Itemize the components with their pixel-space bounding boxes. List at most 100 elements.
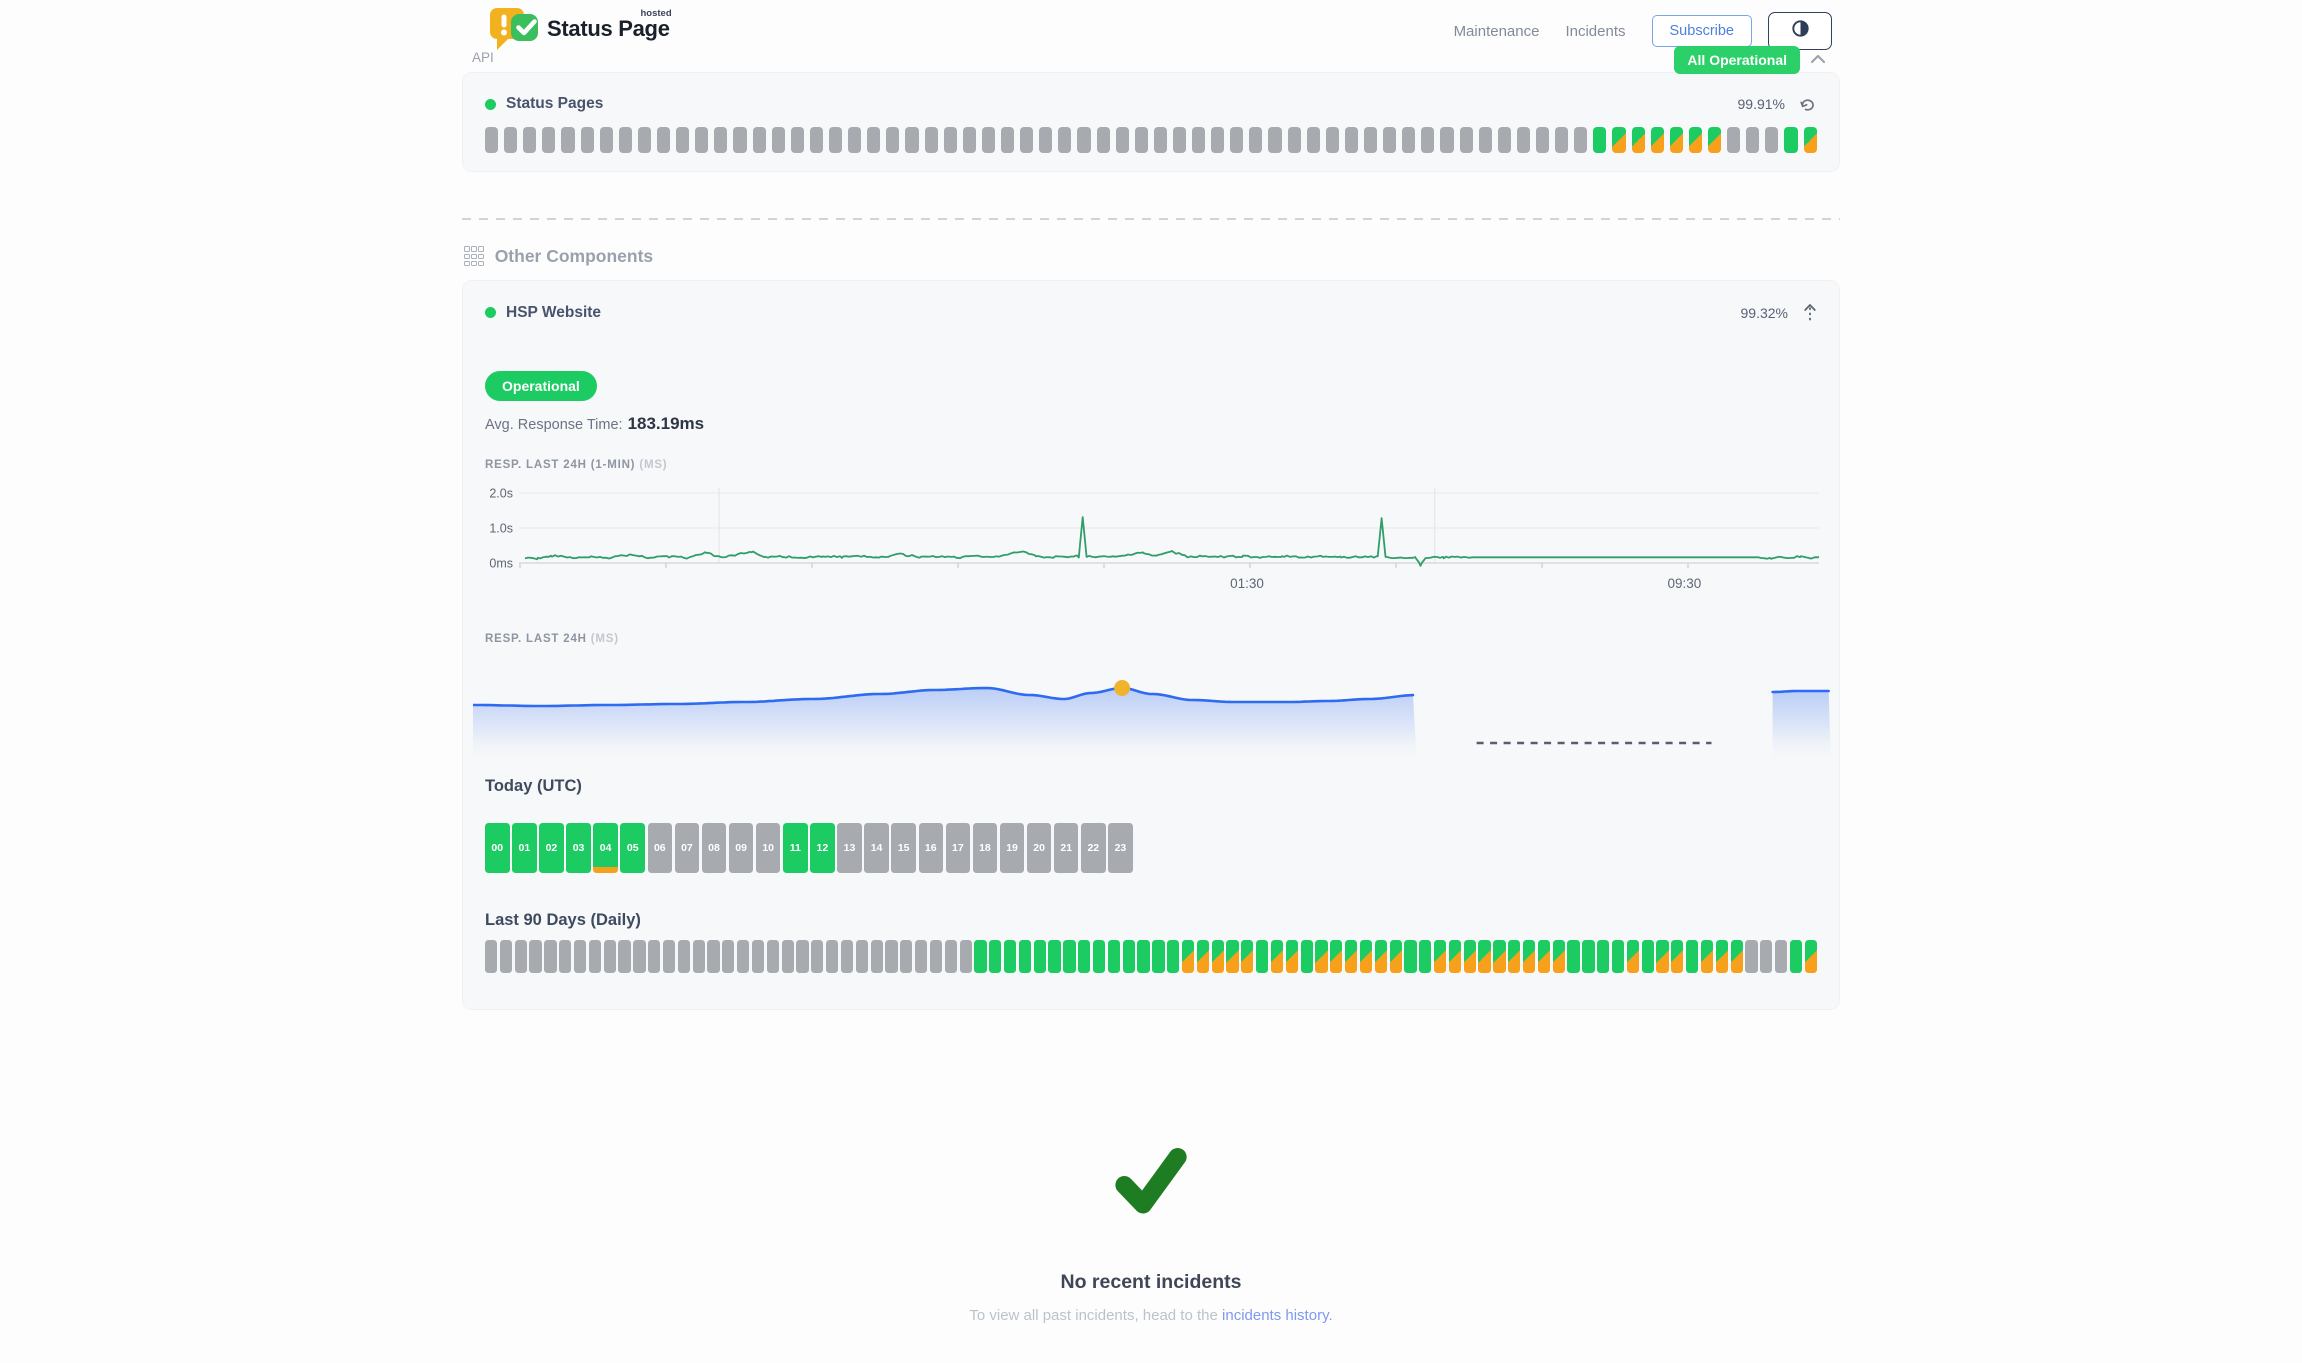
hour-box[interactable]: 14: [864, 822, 889, 873]
day-uptime-bar[interactable]: [559, 939, 572, 973]
day-uptime-bar[interactable]: [1033, 939, 1046, 973]
uptime-bar[interactable]: [1000, 127, 1015, 153]
subscribe-button[interactable]: Subscribe: [1651, 15, 1752, 47]
day-uptime-bar[interactable]: [1003, 939, 1017, 973]
day-uptime-bar[interactable]: [1374, 939, 1387, 973]
uptime-bar[interactable]: [1153, 127, 1167, 153]
uptime-bar[interactable]: [1172, 127, 1187, 153]
uptime-bar[interactable]: [962, 127, 976, 153]
day-uptime-bar[interactable]: [1107, 939, 1121, 973]
uptime-bar[interactable]: [943, 127, 957, 153]
day-uptime-bar[interactable]: [1256, 939, 1269, 973]
day-uptime-bar[interactable]: [796, 939, 809, 973]
uptime-bar[interactable]: [867, 127, 881, 153]
hour-box[interactable]: 08: [701, 822, 727, 873]
day-uptime-bar[interactable]: [826, 939, 839, 973]
day-uptime-bar[interactable]: [1552, 939, 1565, 973]
day-uptime-bar[interactable]: [499, 939, 513, 973]
uptime-bar[interactable]: [1669, 127, 1683, 153]
day-uptime-bar[interactable]: [1345, 939, 1358, 973]
incidents-history-link[interactable]: incidents history.: [1222, 1306, 1333, 1324]
day-uptime-bar[interactable]: [1700, 939, 1714, 973]
day-uptime-bar[interactable]: [648, 939, 661, 973]
day-uptime-bar[interactable]: [959, 939, 972, 973]
uptime-bar[interactable]: [905, 127, 919, 153]
uptime-bar[interactable]: [1249, 127, 1263, 153]
uptime-bar[interactable]: [1746, 127, 1760, 153]
uptime-bar[interactable]: [1727, 127, 1741, 153]
uptime-bar[interactable]: [561, 127, 575, 153]
day-uptime-bar[interactable]: [1626, 939, 1639, 973]
day-uptime-bar[interactable]: [1226, 939, 1239, 973]
hour-box[interactable]: 17: [945, 822, 971, 873]
uptime-bar[interactable]: [523, 127, 537, 153]
day-uptime-bar[interactable]: [840, 939, 854, 973]
uptime-bar[interactable]: [1688, 127, 1702, 153]
uptime-bar[interactable]: [1192, 127, 1206, 153]
uptime-bar[interactable]: [1325, 127, 1339, 153]
day-uptime-bar[interactable]: [1063, 939, 1076, 973]
hour-box[interactable]: 00: [485, 822, 510, 873]
day-uptime-bar[interactable]: [974, 939, 987, 973]
day-uptime-bar[interactable]: [1122, 939, 1135, 973]
uptime-bar[interactable]: [695, 127, 709, 153]
nav-incidents[interactable]: Incidents: [1565, 22, 1626, 40]
uptime-bar[interactable]: [1555, 127, 1569, 153]
uptime-bar[interactable]: [1516, 127, 1531, 153]
uptime-bar[interactable]: [1765, 127, 1779, 153]
uptime-bar[interactable]: [848, 127, 862, 153]
day-uptime-bar[interactable]: [1611, 939, 1625, 973]
day-uptime-bar[interactable]: [1092, 939, 1106, 973]
uptime-bar[interactable]: [1631, 127, 1645, 153]
day-uptime-bar[interactable]: [1745, 939, 1758, 973]
day-uptime-bar[interactable]: [544, 939, 557, 973]
uptime-bar[interactable]: [637, 127, 651, 153]
uptime-bar[interactable]: [1211, 127, 1225, 153]
uptime-bar[interactable]: [485, 127, 499, 153]
day-uptime-bar[interactable]: [1641, 939, 1654, 973]
hour-box[interactable]: 15: [891, 822, 916, 873]
day-uptime-bar[interactable]: [1137, 939, 1150, 973]
status-badge[interactable]: All Operational: [1674, 46, 1800, 74]
uptime-bar[interactable]: [1134, 127, 1148, 153]
uptime-bar[interactable]: [618, 127, 632, 153]
day-uptime-bar[interactable]: [633, 939, 646, 973]
uptime-bar[interactable]: [1593, 127, 1607, 153]
theme-toggle-button[interactable]: [1768, 12, 1832, 50]
hour-box[interactable]: 01: [512, 822, 537, 873]
day-uptime-bar[interactable]: [1196, 939, 1209, 973]
uptime-bar[interactable]: [1402, 127, 1416, 153]
day-uptime-bar[interactable]: [707, 939, 720, 973]
uptime-bar[interactable]: [1803, 127, 1817, 153]
day-uptime-bar[interactable]: [1478, 939, 1491, 973]
day-uptime-bar[interactable]: [1018, 939, 1032, 973]
hour-box[interactable]: 07: [674, 822, 700, 873]
day-uptime-bar[interactable]: [1330, 939, 1343, 973]
day-uptime-bar[interactable]: [1671, 939, 1684, 973]
day-uptime-bar[interactable]: [588, 939, 602, 973]
uptime-bar[interactable]: [1421, 127, 1435, 153]
resp-24h-area-chart[interactable]: [473, 653, 1831, 761]
uptime-bar[interactable]: [580, 127, 594, 153]
day-uptime-bar[interactable]: [1686, 939, 1699, 973]
hour-box[interactable]: 19: [999, 822, 1025, 873]
day-uptime-bar[interactable]: [1730, 939, 1743, 973]
day-uptime-bar[interactable]: [1463, 939, 1476, 973]
uptime-bar[interactable]: [1478, 127, 1492, 153]
hour-box[interactable]: 06: [647, 822, 673, 873]
day-uptime-bar[interactable]: [1656, 939, 1669, 973]
day-uptime-bar[interactable]: [1715, 939, 1728, 973]
uptime-bar[interactable]: [1306, 127, 1320, 153]
resp-1min-chart[interactable]: 2.0s 1.0s 0ms 01:30 09:30: [485, 479, 1819, 601]
uptime-bar[interactable]: [676, 127, 690, 153]
uptime-bar[interactable]: [1020, 127, 1034, 153]
day-uptime-bar[interactable]: [1493, 939, 1506, 973]
uptime-bar[interactable]: [1058, 127, 1072, 153]
uptime-bar[interactable]: [1077, 127, 1091, 153]
hour-box[interactable]: 20: [1026, 822, 1052, 873]
day-uptime-bar[interactable]: [1508, 939, 1521, 973]
uptime-bar[interactable]: [1459, 127, 1473, 153]
hour-box[interactable]: 18: [972, 822, 998, 873]
day-uptime-bar[interactable]: [573, 939, 587, 973]
day-uptime-bar[interactable]: [1760, 939, 1773, 973]
